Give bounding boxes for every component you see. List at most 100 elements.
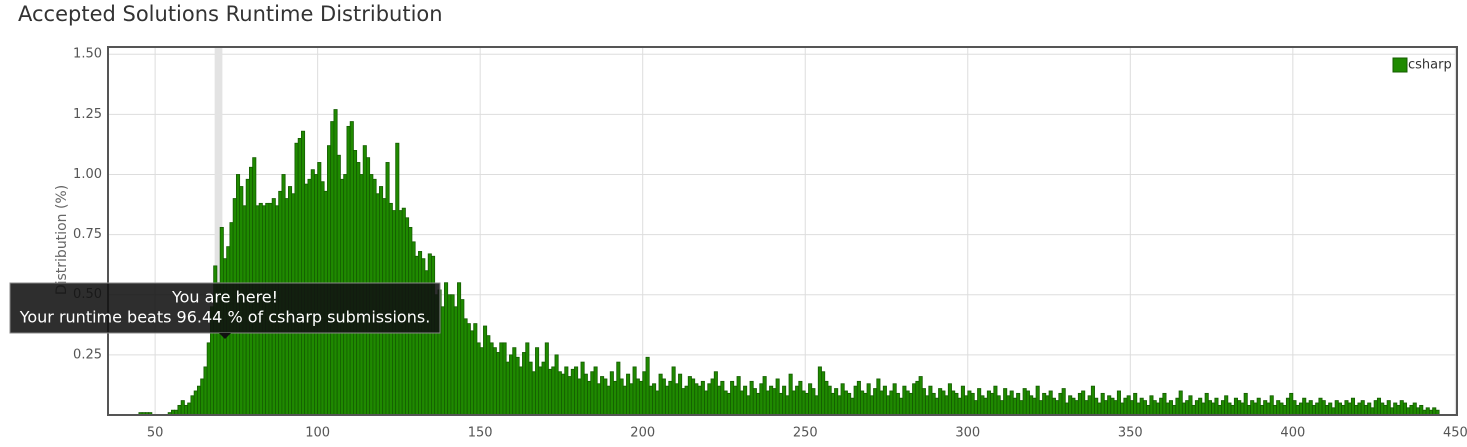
bar	[892, 383, 897, 416]
bar	[600, 376, 605, 416]
bar	[297, 137, 302, 416]
bar	[492, 347, 497, 416]
bar	[1012, 397, 1017, 416]
bar	[1068, 395, 1073, 416]
bar	[1354, 404, 1359, 416]
bar	[453, 306, 458, 416]
bar	[512, 347, 517, 416]
bar	[837, 395, 842, 416]
bar	[895, 392, 900, 416]
bar	[834, 388, 839, 416]
bar	[1295, 404, 1300, 416]
bar	[596, 383, 601, 416]
bar	[1198, 397, 1203, 416]
bar	[941, 390, 946, 416]
bar	[788, 373, 793, 416]
bar	[639, 380, 644, 416]
bar	[206, 342, 211, 416]
bar	[999, 400, 1004, 416]
bar	[1123, 397, 1128, 416]
bar	[1009, 390, 1014, 416]
bar	[479, 347, 484, 416]
bar	[886, 395, 891, 416]
bar	[827, 385, 832, 416]
bar	[1419, 404, 1424, 416]
bar	[850, 397, 855, 416]
bar	[1344, 400, 1349, 416]
bar	[830, 392, 835, 416]
bar	[684, 385, 689, 416]
bar	[1386, 400, 1391, 416]
bar	[879, 390, 884, 416]
bar	[1100, 392, 1105, 416]
bar	[970, 392, 975, 416]
bar	[687, 376, 692, 416]
bar	[775, 378, 780, 416]
x-tick-label: 200	[630, 426, 655, 441]
bar	[1230, 404, 1235, 416]
chart-title: Accepted Solutions Runtime Distribution	[18, 2, 443, 26]
bar	[1045, 395, 1050, 416]
bar	[1318, 397, 1323, 416]
bar	[674, 383, 679, 416]
bar	[177, 404, 182, 416]
bar	[765, 390, 770, 416]
bar	[1331, 407, 1336, 416]
bar	[648, 385, 653, 416]
legend-swatch	[1392, 57, 1408, 73]
bar	[554, 354, 559, 416]
bar	[1142, 400, 1147, 416]
bar	[196, 385, 202, 416]
bar	[180, 400, 185, 416]
bar	[899, 397, 904, 416]
bar	[200, 378, 205, 416]
bar	[1311, 404, 1316, 416]
bar	[915, 380, 920, 416]
bar	[1194, 400, 1199, 416]
bar	[1048, 390, 1053, 416]
bar	[1188, 395, 1193, 416]
bar	[1266, 402, 1271, 416]
bar	[700, 380, 705, 416]
bar	[752, 388, 757, 416]
bar	[743, 385, 748, 416]
bar	[1003, 388, 1008, 416]
bar	[570, 368, 575, 416]
bar	[853, 385, 858, 416]
bar	[928, 385, 933, 416]
bar	[1155, 402, 1160, 416]
bar	[954, 392, 959, 416]
bar	[1172, 404, 1177, 416]
bar	[856, 380, 861, 416]
bar	[489, 342, 494, 416]
plot-frame	[107, 46, 1458, 416]
bar	[1243, 392, 1248, 416]
bar	[980, 395, 985, 416]
bar	[801, 390, 806, 416]
bar	[1035, 385, 1040, 416]
bar	[515, 356, 520, 416]
bar	[548, 368, 553, 416]
bar	[606, 385, 611, 416]
bar	[1289, 392, 1294, 416]
bar	[876, 378, 881, 416]
bar	[723, 390, 728, 416]
bar	[1308, 400, 1313, 416]
bar	[821, 371, 826, 416]
bar	[1064, 402, 1069, 416]
bar	[1285, 397, 1290, 416]
bar	[1250, 400, 1255, 416]
bar	[609, 371, 614, 416]
bar	[1038, 400, 1043, 416]
bar	[622, 385, 627, 416]
bar	[866, 383, 871, 416]
bar	[1357, 402, 1362, 416]
bar	[1081, 390, 1086, 416]
bar	[203, 366, 208, 416]
bar	[1120, 402, 1125, 416]
bar	[301, 130, 306, 416]
bar	[1263, 400, 1268, 416]
bar	[632, 366, 637, 416]
bar	[476, 342, 481, 416]
